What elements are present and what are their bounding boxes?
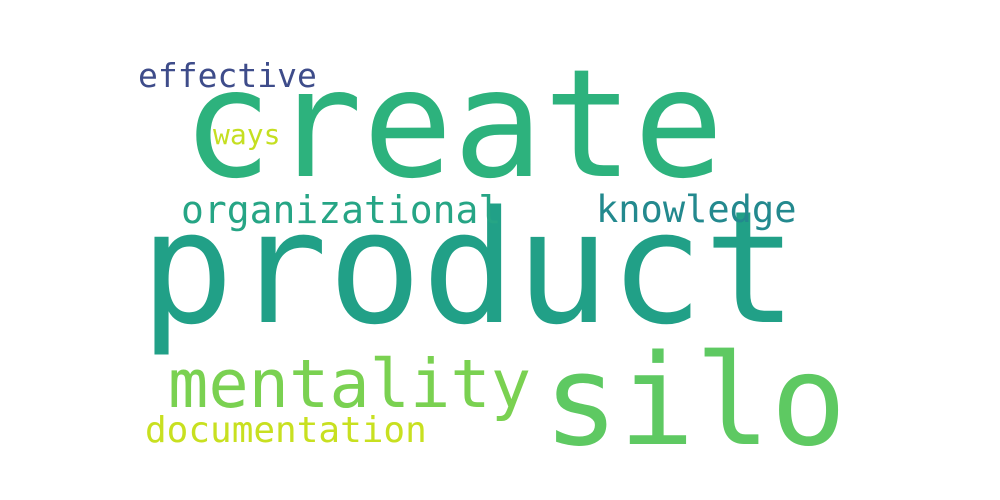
word-knowledge: knowledge bbox=[596, 188, 797, 231]
word-effective: effective bbox=[138, 56, 317, 95]
word-documentation: documentation bbox=[145, 410, 427, 451]
word-organizational: organizational bbox=[181, 188, 502, 232]
word-create: create bbox=[182, 38, 724, 212]
word-product: product bbox=[140, 177, 798, 359]
word-silo: silo bbox=[543, 327, 847, 474]
word-ways: ways bbox=[213, 118, 281, 151]
word-mentality: mentality bbox=[168, 345, 532, 423]
